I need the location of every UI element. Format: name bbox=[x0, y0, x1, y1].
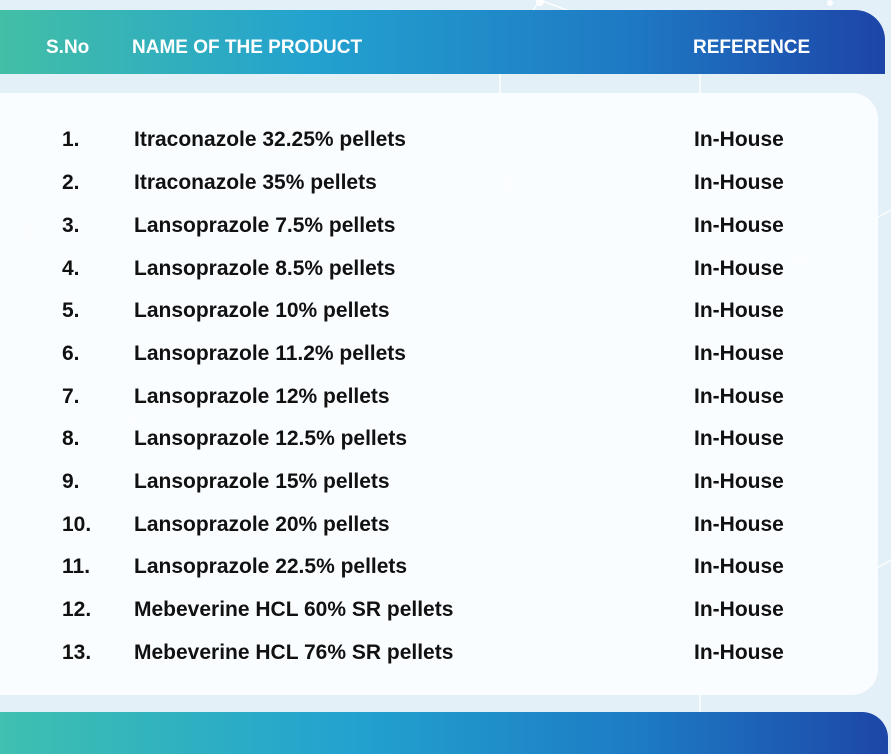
row-reference: In-House bbox=[694, 214, 784, 237]
row-product-name: Lansoprazole 22.5% pellets bbox=[134, 555, 408, 578]
row-product-name: Lansoprazole 12% pellets bbox=[134, 385, 390, 408]
column-header-sno: S.No bbox=[46, 37, 90, 58]
row-sno: 5. bbox=[62, 299, 80, 322]
table-row: 8. Lansoprazole 12.5% pellets In-House bbox=[0, 424, 880, 454]
column-header-product-name: NAME OF THE PRODUCT bbox=[132, 37, 363, 58]
row-reference: In-House bbox=[694, 598, 784, 621]
column-header-reference: REFERENCE bbox=[693, 37, 811, 58]
row-sno: 8. bbox=[62, 427, 80, 450]
table-row: 6. Lansoprazole 11.2% pellets In-House bbox=[0, 339, 880, 369]
table-header: S.No NAME OF THE PRODUCT REFERENCE bbox=[0, 10, 885, 74]
row-product-name: Lansoprazole 8.5% pellets bbox=[134, 257, 396, 280]
row-sno: 11. bbox=[62, 555, 91, 578]
row-sno: 12. bbox=[62, 598, 92, 621]
row-sno: 7. bbox=[62, 385, 80, 408]
product-table-panel bbox=[0, 93, 878, 695]
row-sno: 3. bbox=[62, 214, 80, 237]
row-reference: In-House bbox=[694, 342, 784, 365]
row-reference: In-House bbox=[694, 470, 784, 493]
table-row: 4. Lansoprazole 8.5% pellets In-House bbox=[0, 254, 880, 284]
row-product-name: Mebeverine HCL 76% SR pellets bbox=[134, 641, 454, 664]
row-sno: 13. bbox=[62, 641, 92, 664]
row-reference: In-House bbox=[694, 385, 784, 408]
footer-bar bbox=[0, 712, 888, 754]
row-product-name: Itraconazole 32.25% pellets bbox=[134, 128, 406, 151]
table-row: 12. Mebeverine HCL 60% SR pellets In-Hou… bbox=[0, 595, 880, 625]
row-reference: In-House bbox=[694, 299, 784, 322]
row-product-name: Itraconazole 35% pellets bbox=[134, 171, 377, 194]
table-row: 13. Mebeverine HCL 76% SR pellets In-Hou… bbox=[0, 638, 880, 668]
row-reference: In-House bbox=[694, 513, 784, 536]
row-reference: In-House bbox=[694, 555, 784, 578]
row-product-name: Lansoprazole 20% pellets bbox=[134, 513, 390, 536]
table-row: 7. Lansoprazole 12% pellets In-House bbox=[0, 382, 880, 412]
table-row: 1. Itraconazole 32.25% pellets In-House bbox=[0, 125, 880, 155]
table-row: 2. Itraconazole 35% pellets In-House bbox=[0, 168, 880, 198]
row-sno: 10. bbox=[62, 513, 92, 536]
row-reference: In-House bbox=[694, 128, 784, 151]
table-row: 9. Lansoprazole 15% pellets In-House bbox=[0, 467, 880, 497]
table-row: 3. Lansoprazole 7.5% pellets In-House bbox=[0, 211, 880, 241]
row-product-name: Lansoprazole 7.5% pellets bbox=[134, 214, 396, 237]
table-row: 5. Lansoprazole 10% pellets In-House bbox=[0, 296, 880, 326]
row-reference: In-House bbox=[694, 171, 784, 194]
row-product-name: Lansoprazole 12.5% pellets bbox=[134, 427, 408, 450]
table-row: 11. Lansoprazole 22.5% pellets In-House bbox=[0, 552, 880, 582]
table-row: 10. Lansoprazole 20% pellets In-House bbox=[0, 510, 880, 540]
row-reference: In-House bbox=[694, 257, 784, 280]
row-product-name: Lansoprazole 11.2% pellets bbox=[134, 342, 406, 365]
row-sno: 9. bbox=[62, 470, 80, 493]
row-sno: 1. bbox=[62, 128, 80, 151]
row-reference: In-House bbox=[694, 641, 784, 664]
row-product-name: Lansoprazole 15% pellets bbox=[134, 470, 390, 493]
row-product-name: Lansoprazole 10% pellets bbox=[134, 299, 390, 322]
row-sno: 4. bbox=[62, 257, 80, 280]
row-sno: 2. bbox=[62, 171, 80, 194]
row-product-name: Mebeverine HCL 60% SR pellets bbox=[134, 598, 454, 621]
row-sno: 6. bbox=[62, 342, 80, 365]
row-reference: In-House bbox=[694, 427, 784, 450]
